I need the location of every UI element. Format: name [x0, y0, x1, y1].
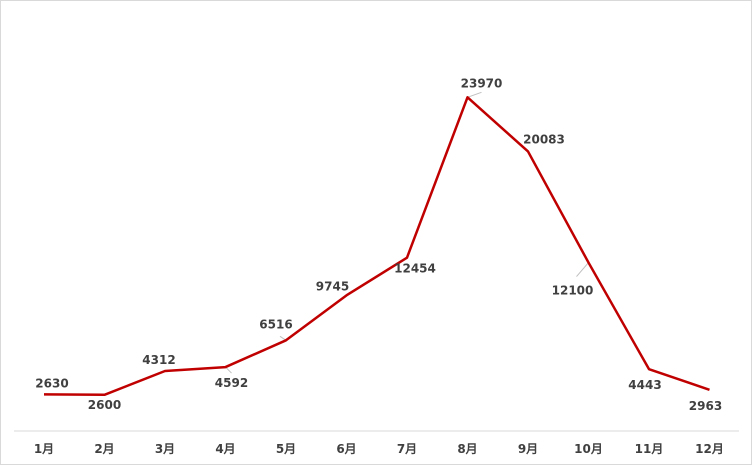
data-label: 2600	[88, 398, 121, 412]
data-label: 4443	[628, 378, 661, 392]
x-tick-label: 10月	[574, 442, 603, 456]
data-label: 2630	[35, 376, 68, 390]
data-label: 6516	[259, 317, 292, 331]
x-tick-label: 1月	[34, 442, 54, 456]
x-tick-label: 9月	[518, 442, 538, 456]
data-label: 4312	[142, 353, 175, 367]
leader-line	[225, 366, 232, 374]
data-label: 23970	[461, 76, 503, 90]
x-tick-label: 3月	[155, 442, 175, 456]
x-tick-label: 4月	[215, 442, 235, 456]
data-label: 20083	[523, 132, 565, 146]
series-line	[43, 96, 710, 397]
x-tick-label: 2月	[94, 442, 114, 456]
x-tick-label: 7月	[397, 442, 417, 456]
data-label: 4592	[215, 376, 248, 390]
x-tick-label: 11月	[635, 442, 664, 456]
x-tick-label: 6月	[336, 442, 356, 456]
data-label: 12454	[394, 262, 436, 276]
data-label: 9745	[316, 279, 349, 293]
data-label: 2963	[689, 399, 722, 413]
data-label: 12100	[552, 284, 594, 298]
leader-line	[576, 262, 589, 277]
x-tick-label: 5月	[276, 442, 296, 456]
leader-line	[467, 91, 482, 98]
x-tick-label: 12月	[695, 442, 724, 456]
x-tick-label: 8月	[457, 442, 477, 456]
